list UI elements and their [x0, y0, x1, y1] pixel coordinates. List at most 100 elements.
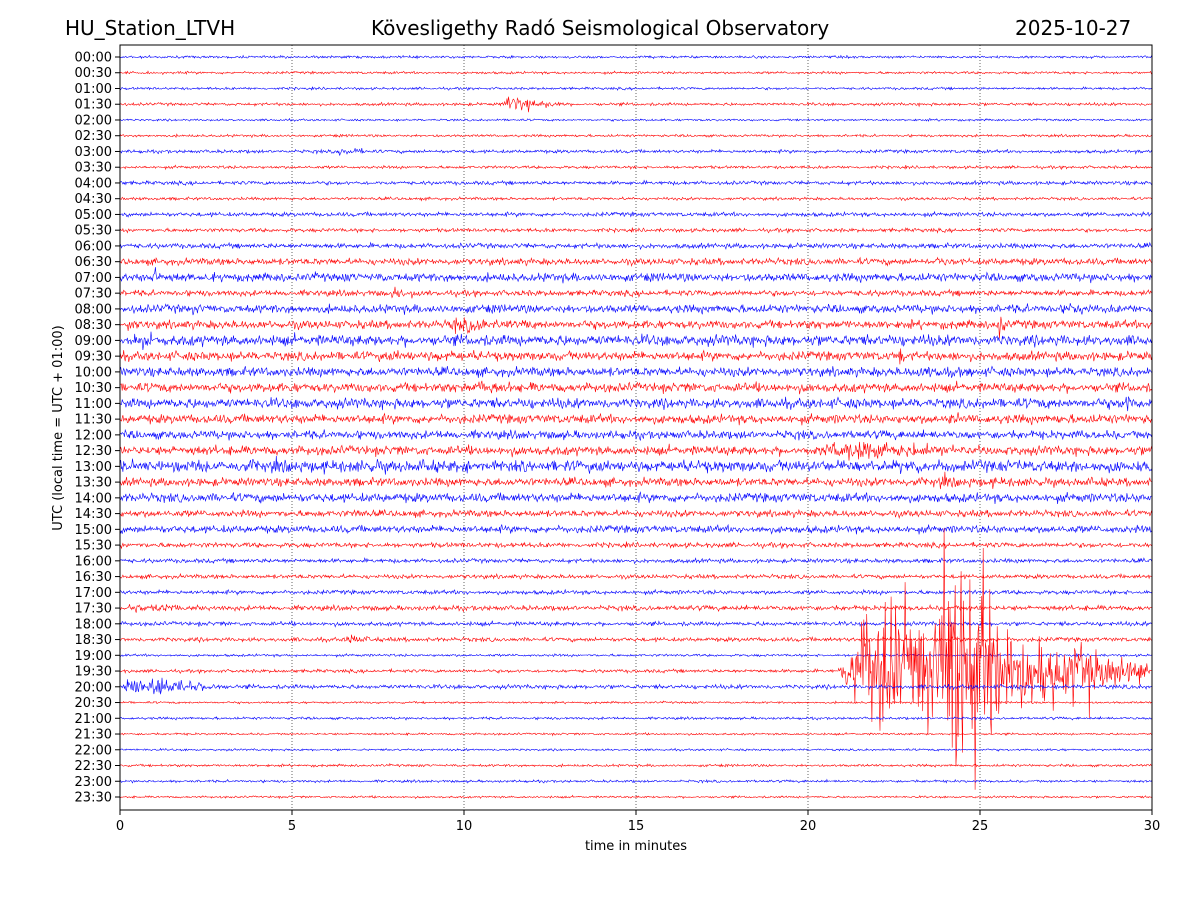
trace-0400	[120, 179, 1152, 187]
trace-0630	[120, 256, 1152, 268]
trace-1530	[120, 541, 1152, 550]
y-tick-label: 10:00	[75, 365, 112, 380]
y-tick-label: 03:30	[75, 161, 112, 176]
y-tick-label: 12:00	[75, 428, 112, 443]
x-tick-label: 25	[972, 819, 989, 834]
y-tick-label: 09:00	[75, 334, 112, 349]
y-tick-label: 15:30	[75, 539, 112, 554]
trace-0330	[120, 164, 1152, 171]
y-tick-label: 20:30	[75, 696, 112, 711]
trace-1130	[120, 412, 1152, 426]
y-tick-label: 07:30	[75, 287, 112, 302]
trace-0430	[120, 195, 1152, 202]
trace-0700	[120, 267, 1152, 284]
trace-2230	[120, 762, 1152, 769]
y-tick-label: 00:00	[75, 51, 112, 66]
trace-2000	[120, 677, 1152, 695]
chart-title: Kövesligethy Radó Seismological Observat…	[371, 16, 830, 40]
y-tick-label: 05:30	[75, 224, 112, 239]
x-tick-label: 5	[288, 819, 296, 834]
y-tick-label: 18:30	[75, 633, 112, 648]
trace-1100	[120, 395, 1152, 412]
trace-1330	[120, 471, 1152, 490]
y-tick-label: 23:30	[75, 791, 112, 806]
x-tick-label: 20	[800, 819, 817, 834]
trace-1500	[120, 523, 1152, 535]
y-tick-label: 10:30	[75, 381, 112, 396]
trace-0600	[120, 241, 1152, 251]
y-tick-label: 18:00	[75, 617, 112, 632]
y-tick-label: 21:30	[75, 728, 112, 743]
x-tick-label: 30	[1144, 819, 1161, 834]
y-tick-label: 01:30	[75, 98, 112, 113]
trace-0900	[120, 331, 1152, 351]
y-tick-label: 19:30	[75, 665, 112, 680]
y-tick-label: 01:00	[75, 82, 112, 97]
trace-0130	[120, 96, 1152, 113]
x-axis-label: time in minutes	[585, 839, 687, 854]
y-tick-label: 08:30	[75, 318, 112, 333]
y-tick-label: 09:30	[75, 350, 112, 365]
y-tick-label: 22:00	[75, 743, 112, 758]
trace-1700	[120, 588, 1152, 597]
trace-2130	[120, 731, 1152, 737]
y-tick-label: 14:30	[75, 507, 112, 522]
y-tick-label: 16:00	[75, 554, 112, 569]
trace-1800	[120, 619, 1152, 628]
trace-1430	[120, 508, 1152, 519]
y-tick-label: 03:00	[75, 145, 112, 160]
trace-1030	[120, 380, 1152, 395]
y-tick-label: 05:00	[75, 208, 112, 223]
y-tick-label: 14:00	[75, 491, 112, 506]
y-tick-label: 07:00	[75, 271, 112, 286]
y-tick-label: 13:00	[75, 460, 112, 475]
trace-1230	[120, 441, 1152, 461]
y-tick-label: 12:30	[75, 444, 112, 459]
y-tick-label: 20:00	[75, 680, 112, 695]
date-title: 2025-10-27	[1015, 16, 1132, 40]
trace-1930	[120, 528, 1152, 790]
y-tick-label: 17:30	[75, 602, 112, 617]
trace-0830	[120, 316, 1152, 339]
station-title: HU_Station_LTVH	[65, 16, 236, 40]
y-tick-label: 11:00	[75, 397, 112, 412]
y-tick-label: 15:00	[75, 523, 112, 538]
trace-1730	[120, 603, 1152, 613]
x-tick-label: 15	[628, 819, 645, 834]
trace-0730	[120, 286, 1152, 299]
trace-1600	[120, 557, 1152, 565]
trace-2200	[120, 747, 1152, 753]
y-tick-label: 06:00	[75, 239, 112, 254]
x-tick-label: 10	[456, 819, 473, 834]
trace-1830	[120, 634, 1152, 644]
trace-1300	[120, 455, 1152, 475]
y-tick-label: 02:00	[75, 113, 112, 128]
y-tick-label: 19:00	[75, 649, 112, 664]
y-tick-label: 00:30	[75, 66, 112, 81]
trace-2330	[120, 794, 1152, 800]
y-tick-label: 16:30	[75, 570, 112, 585]
trace-0530	[120, 227, 1152, 234]
trace-1400	[120, 491, 1152, 505]
y-tick-label: 06:30	[75, 255, 112, 270]
y-tick-label: 02:30	[75, 129, 112, 144]
y-tick-label: 22:30	[75, 759, 112, 774]
y-tick-label: 23:00	[75, 775, 112, 790]
trace-0030	[120, 70, 1152, 76]
y-tick-label: 11:30	[75, 413, 112, 428]
y-tick-label: 04:00	[75, 176, 112, 191]
trace-0930	[120, 348, 1152, 365]
y-tick-label: 21:00	[75, 712, 112, 727]
trace-1200	[120, 428, 1152, 441]
trace-1630	[120, 572, 1152, 580]
x-tick-label: 0	[116, 819, 124, 834]
y-axis-label: UTC (local time = UTC + 01:00)	[51, 325, 66, 530]
trace-2300	[120, 778, 1152, 784]
trace-0300	[120, 147, 1152, 156]
trace-0230	[120, 133, 1152, 139]
y-tick-label: 13:30	[75, 476, 112, 491]
trace-0000	[120, 54, 1152, 60]
trace-0500	[120, 210, 1152, 218]
